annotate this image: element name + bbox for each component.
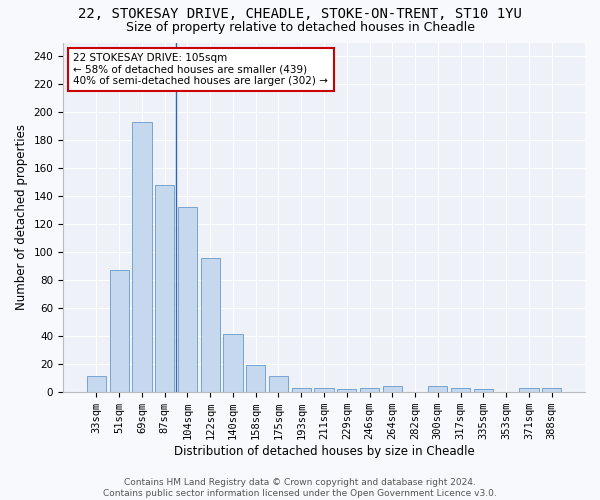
Bar bbox=[200, 258, 220, 392]
Bar bbox=[246, 365, 265, 392]
Bar bbox=[155, 185, 175, 392]
Y-axis label: Number of detached properties: Number of detached properties bbox=[15, 124, 28, 310]
Text: Size of property relative to detached houses in Cheadle: Size of property relative to detached ho… bbox=[125, 21, 475, 34]
Bar bbox=[132, 122, 152, 392]
X-axis label: Distribution of detached houses by size in Cheadle: Distribution of detached houses by size … bbox=[173, 444, 475, 458]
Bar bbox=[87, 376, 106, 392]
Bar bbox=[360, 388, 379, 392]
Bar bbox=[383, 386, 402, 392]
Bar bbox=[314, 388, 334, 392]
Bar bbox=[223, 334, 242, 392]
Bar bbox=[110, 270, 129, 392]
Bar bbox=[473, 389, 493, 392]
Bar bbox=[428, 386, 448, 392]
Bar bbox=[337, 389, 356, 392]
Bar bbox=[269, 376, 288, 392]
Bar bbox=[292, 388, 311, 392]
Bar bbox=[542, 388, 561, 392]
Text: Contains HM Land Registry data © Crown copyright and database right 2024.
Contai: Contains HM Land Registry data © Crown c… bbox=[103, 478, 497, 498]
Text: 22 STOKESAY DRIVE: 105sqm
← 58% of detached houses are smaller (439)
40% of semi: 22 STOKESAY DRIVE: 105sqm ← 58% of detac… bbox=[73, 53, 328, 86]
Text: 22, STOKESAY DRIVE, CHEADLE, STOKE-ON-TRENT, ST10 1YU: 22, STOKESAY DRIVE, CHEADLE, STOKE-ON-TR… bbox=[78, 8, 522, 22]
Bar bbox=[178, 208, 197, 392]
Bar bbox=[519, 388, 539, 392]
Bar bbox=[451, 388, 470, 392]
